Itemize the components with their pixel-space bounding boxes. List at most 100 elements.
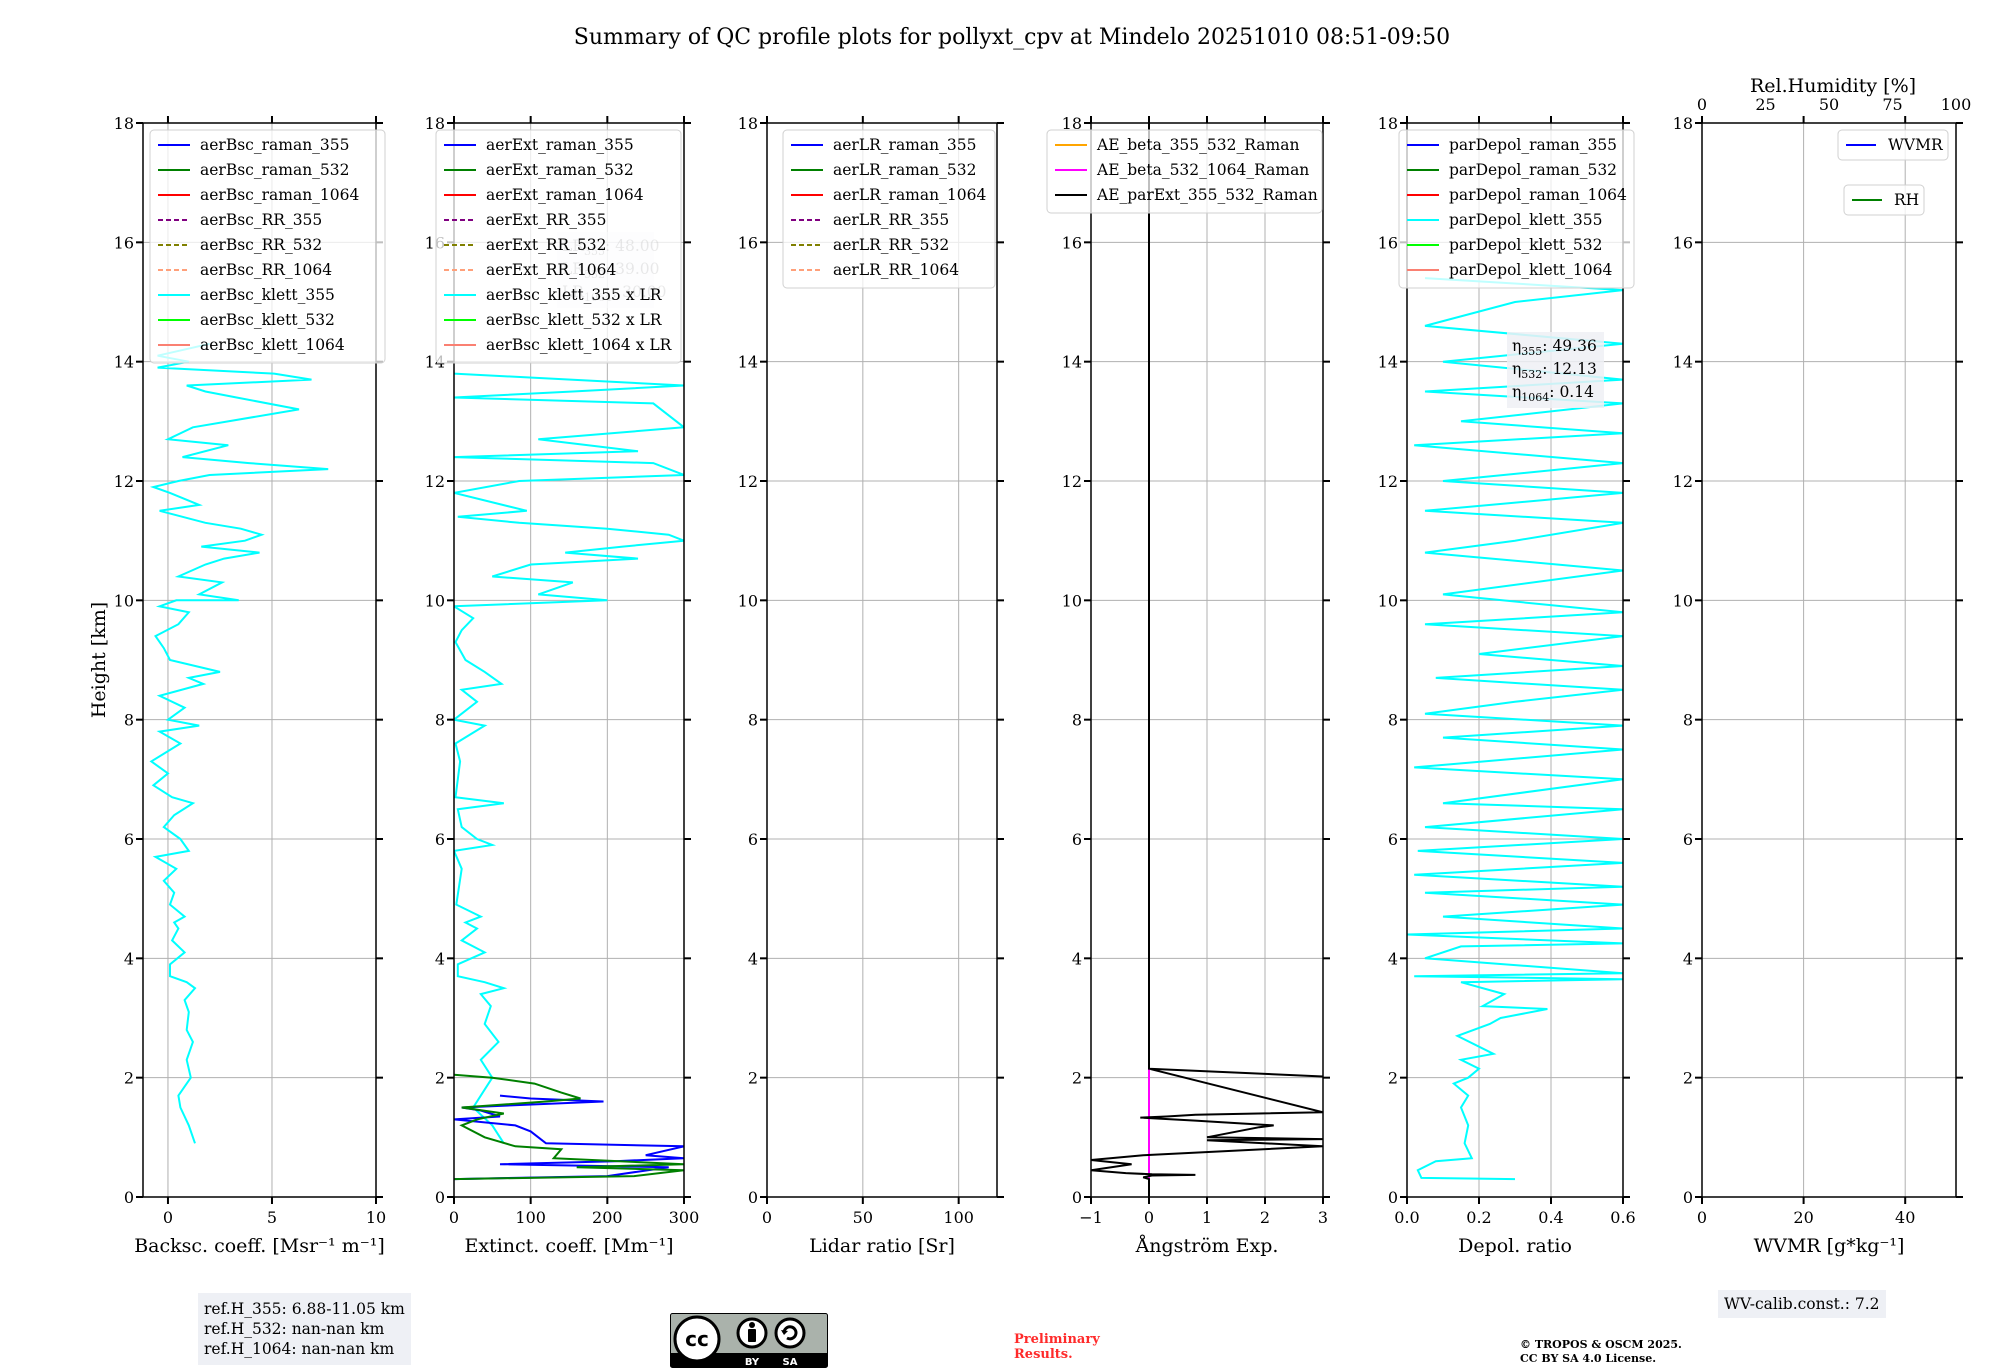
legend-frame (1398, 129, 1635, 289)
x-tick-label: 0 (163, 1208, 173, 1227)
x-tick-label: 50 (853, 1208, 873, 1227)
legend-label: parDepol_raman_1064 (1449, 186, 1627, 204)
y-tick-label: 12 (425, 472, 445, 491)
x-tick-label: 20 (1793, 1208, 1813, 1227)
x-tick-label: 100 (515, 1208, 546, 1227)
annotation-text: η355: 49.36 (1512, 337, 1597, 358)
preliminary-results-note: Preliminary Results. (1014, 1332, 1100, 1362)
series-line-aerBsc_klett_355 x LR (454, 372, 684, 1144)
legend-label: aerExt_raman_1064 (486, 186, 644, 204)
top-tick-label: 50 (1819, 95, 1839, 114)
x-tick-label: 40 (1895, 1208, 1915, 1227)
legend-label: aerLR_RR_1064 (833, 261, 959, 279)
legend-label: aerLR_raman_1064 (833, 186, 986, 204)
y-tick-label: 0 (1072, 1188, 1082, 1207)
series-group (149, 342, 329, 1144)
svg-text:cc: cc (685, 1327, 709, 1351)
legend-frame (782, 129, 996, 289)
figure-title: Summary of QC profile plots for pollyxt_… (574, 25, 1450, 50)
y-tick-label: 16 (1062, 233, 1082, 252)
x-tick-label: −1 (1079, 1208, 1103, 1227)
legend-label: aerLR_raman_355 (833, 136, 976, 154)
legend-label: aerBsc_raman_532 (200, 161, 350, 179)
sa-label: SA (783, 1357, 798, 1368)
legend-label: aerBsc_klett_1064 (200, 336, 345, 354)
legend-label: aerBsc_RR_532 (200, 236, 322, 254)
y-tick-label: 0 (1683, 1188, 1693, 1207)
legend-label: parDepol_klett_532 (1449, 236, 1602, 254)
y-tick-label: 4 (748, 949, 758, 968)
y-tick-label: 8 (1072, 711, 1082, 730)
legend-label: aerBsc_raman_1064 (200, 186, 360, 204)
legend-label: AE_beta_355_532_Raman (1096, 136, 1299, 154)
y-tick-label: 18 (738, 114, 758, 133)
series-group (454, 372, 684, 1181)
top-tick-label: 75 (1882, 95, 1902, 114)
y-tick-label: 16 (1673, 233, 1693, 252)
legend-frame (1046, 129, 1323, 214)
legend-label: aerExt_RR_532 (486, 236, 607, 254)
panel-lidar_ratio: 0 50 100 0 2 4 6 8 10 12 14 16 18 Lidar ratio [Sr] aer… (738, 114, 1004, 1257)
annotation-text: η1064: 0.14 (1512, 383, 1594, 404)
y-tick-label: 8 (1388, 711, 1398, 730)
y-axis-label: Height [km] (88, 602, 110, 718)
legend: parDepol_raman_355 parDepol_raman_532 parD… (1398, 129, 1635, 289)
legend: WVMR RH (1837, 129, 1949, 216)
series-line-AE_parExt_355_532_Raman (1091, 123, 1323, 1197)
x-axis-label: Extinct. coeff. [Mm⁻¹] (464, 1235, 673, 1257)
y-tick-label: 8 (124, 711, 134, 730)
legend-label: aerLR_RR_355 (833, 211, 949, 229)
x-tick-label: 2 (1260, 1208, 1270, 1227)
y-tick-label: 2 (1388, 1069, 1398, 1088)
legend-label: aerExt_RR_1064 (486, 261, 617, 279)
panel-wvmr: 0 20 40 0 2 4 6 8 10 12 14 16 18 WVMR [g*kg⁻¹] 0 25 50 75… (1673, 75, 1972, 1257)
y-tick-label: 2 (1683, 1069, 1693, 1088)
axes-frame (453, 122, 685, 1198)
panel-depol: 0.0 0.2 0.4 0.6 0 2 4 6 8 10 12 14 16 18 Depol. ratio η… (1378, 114, 1636, 1257)
x-axis-label: WVMR [g*kg⁻¹] (1754, 1235, 1905, 1257)
y-tick-label: 18 (1378, 114, 1398, 133)
y-tick-label: 10 (1378, 591, 1398, 610)
y-tick-label: 12 (1062, 472, 1082, 491)
top-axis-label: Rel.Humidity [%] (1750, 75, 1916, 97)
y-tick-label: 10 (425, 591, 445, 610)
legend-label: aerExt_raman_532 (486, 161, 634, 179)
legend-label: AE_beta_532_1064_Raman (1096, 161, 1309, 179)
x-tick-label: 0.6 (1610, 1208, 1635, 1227)
y-tick-label: 6 (1388, 830, 1398, 849)
legend-label: aerBsc_klett_355 (200, 286, 335, 304)
legend-label: aerBsc_klett_532 x LR (486, 311, 663, 329)
legend-label: aerLR_raman_532 (833, 161, 976, 179)
legend-label: aerBsc_RR_355 (200, 211, 322, 229)
y-tick-label: 14 (114, 353, 134, 372)
y-tick-label: 4 (124, 949, 134, 968)
y-tick-label: 10 (1673, 591, 1693, 610)
cc-by-sa-license-badge: cc BY SA (670, 1313, 828, 1368)
y-tick-label: 2 (124, 1069, 134, 1088)
y-tick-label: 10 (114, 591, 134, 610)
x-tick-label: 5 (267, 1208, 277, 1227)
legend-label: aerBsc_raman_355 (200, 136, 350, 154)
legend-frame (149, 129, 386, 364)
legend-label: WVMR (1888, 136, 1944, 154)
x-tick-label: 200 (592, 1208, 623, 1227)
legend-label: AE_parExt_355_532_Raman (1096, 186, 1318, 204)
ref-height-355: ref.H_355: 6.88-11.05 km (204, 1300, 405, 1318)
series-group (1407, 277, 1623, 1181)
legend-label: aerBsc_RR_1064 (200, 261, 332, 279)
y-tick-label: 2 (748, 1069, 758, 1088)
y-tick-label: 4 (1683, 949, 1693, 968)
y-tick-label: 16 (114, 233, 134, 252)
wv-calibration-box: WV-calib.const.: 7.2 (1718, 1290, 1886, 1318)
y-tick-label: 8 (1683, 711, 1693, 730)
annotation-text: η532: 12.13 (1512, 360, 1597, 381)
y-tick-label: 8 (435, 711, 445, 730)
series-line-parDepol_klett_355 (1407, 277, 1623, 1181)
by-label: BY (745, 1357, 760, 1368)
y-tick-label: 12 (114, 472, 134, 491)
series-line-aerExt_raman_532 (454, 1073, 684, 1181)
y-tick-label: 6 (1683, 830, 1693, 849)
axes-frame (766, 122, 998, 1198)
y-tick-label: 0 (124, 1188, 134, 1207)
